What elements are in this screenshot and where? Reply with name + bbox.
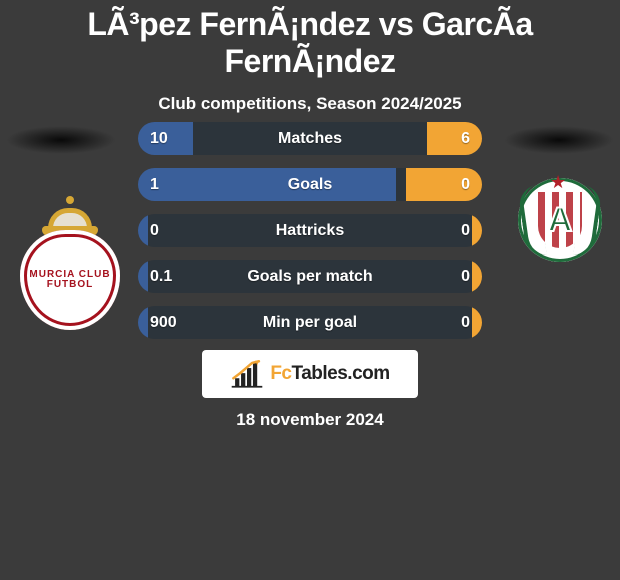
stat-value-right: 0 [461, 306, 470, 339]
stats-container: 10Matches61Goals00Hattricks00.1Goals per… [138, 122, 482, 352]
stat-label: Min per goal [138, 306, 482, 339]
star-icon: ★ [550, 172, 566, 193]
shield-icon: MURCIA CLUB FUTBOL [20, 230, 120, 330]
brand-text: FcTables.com [270, 363, 389, 385]
crest-shadow-right [504, 126, 614, 154]
page-title: LÃ³pez FernÃ¡ndez vs GarcÃa FernÃ¡ndez [0, 0, 620, 80]
stat-label: Goals per match [138, 260, 482, 293]
stat-value-right: 0 [461, 168, 470, 201]
stat-row: 10Matches6 [138, 122, 482, 155]
brand-prefix: Fc [270, 363, 291, 384]
crest-right: A ★ [518, 178, 602, 262]
footer-date: 18 november 2024 [0, 410, 620, 430]
stat-row: 900Min per goal0 [138, 306, 482, 339]
brand-suffix: .com [347, 363, 389, 384]
crest-left-text: MURCIA CLUB FUTBOL [20, 270, 120, 290]
stat-label: Goals [138, 168, 482, 201]
crest-left: MURCIA CLUB FUTBOL [20, 200, 120, 330]
stat-row: 0Hattricks0 [138, 214, 482, 247]
crest-panel: A [538, 192, 582, 248]
stat-row: 0.1Goals per match0 [138, 260, 482, 293]
stat-value-right: 0 [461, 260, 470, 293]
stat-label: Hattricks [138, 214, 482, 247]
stat-row: 1Goals0 [138, 168, 482, 201]
brand-badge: FcTables.com [202, 350, 418, 398]
stat-value-right: 6 [461, 122, 470, 155]
bar-chart-icon [230, 359, 264, 389]
crest-letter: A [548, 201, 573, 240]
stat-label: Matches [138, 122, 482, 155]
stat-value-right: 0 [461, 214, 470, 247]
crest-shadow-left [6, 126, 116, 154]
brand-main: Tables [292, 363, 348, 384]
subtitle: Club competitions, Season 2024/2025 [0, 94, 620, 114]
